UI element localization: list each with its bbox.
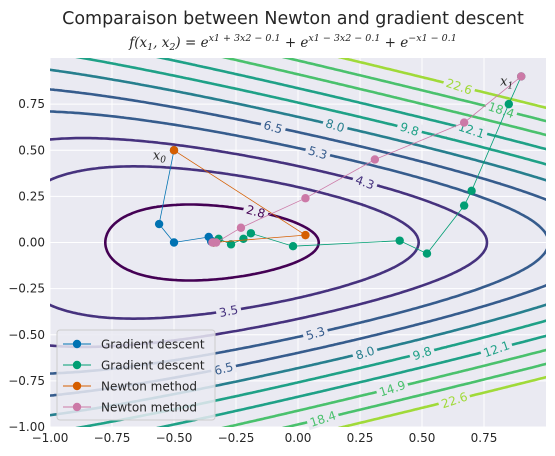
- y-tick-label: 0.00: [18, 236, 45, 250]
- contour-label: 9.8: [411, 344, 434, 363]
- contour-label-bg: [301, 321, 330, 344]
- contour-label-bg: [350, 341, 379, 364]
- x-tick-label: −0.25: [218, 431, 255, 445]
- contour-label: 8.0: [324, 116, 346, 135]
- series-point: [246, 229, 256, 238]
- y-tick-label: −0.75: [8, 374, 45, 388]
- legend-swatch-marker: [72, 360, 82, 370]
- legend: Gradient descent Gradient descent Newton m…: [56, 329, 216, 421]
- y-tick-label: −0.25: [8, 282, 45, 296]
- contour-label-bg: [259, 115, 288, 137]
- contour-label-bg: [214, 300, 243, 321]
- contour-label: 4.3: [353, 173, 376, 193]
- chart-subtitle: f(x1, x2) = ex1 + 3x2 − 0.1 + ex1 − 3x2 …: [128, 33, 457, 53]
- series-point: [459, 118, 469, 127]
- contour-label-bg: [350, 170, 380, 193]
- y-tick-label: −1.00: [8, 420, 45, 434]
- point-annotation: x1: [500, 74, 513, 91]
- contour-label-bg: [321, 113, 350, 136]
- legend-swatch-marker: [72, 402, 82, 412]
- chart-title: Comparaison between Newton and gradient …: [62, 9, 524, 29]
- contour-line: [221, 58, 546, 427]
- series-point: [370, 155, 380, 164]
- contour-line: [50, 165, 420, 320]
- point-annotation: x0: [153, 148, 166, 165]
- y-tick-label: 0.75: [18, 97, 45, 111]
- contour-line: [337, 58, 546, 427]
- x-tick-label: 0.50: [409, 431, 436, 445]
- series-point: [169, 238, 179, 247]
- annotations: x0 x1: [153, 74, 513, 165]
- series-point: [239, 234, 248, 244]
- legend-label: Gradient descent: [101, 359, 205, 373]
- series-point: [422, 249, 432, 258]
- contour-label-bg: [374, 375, 410, 400]
- series-point: [467, 186, 476, 196]
- y-tick-label: 0.25: [18, 189, 45, 203]
- contour-label: 3.5: [218, 303, 239, 320]
- contour-label-bg: [241, 200, 270, 222]
- contour-label: 8.0: [354, 344, 376, 363]
- legend-box: [56, 329, 216, 421]
- y-axis-ticks: 0.75 0.50 0.25 0.00 −0.25 −0.50 −0.75 −1.00: [8, 97, 45, 434]
- contour-label-bg: [436, 387, 472, 412]
- series-point: [236, 223, 246, 232]
- contour-label-bg: [305, 406, 341, 431]
- y-tick-label: −0.50: [8, 328, 45, 342]
- x-tick-label: −1.00: [32, 431, 69, 445]
- legend-swatch-marker: [72, 381, 82, 391]
- contour-label: 5.3: [307, 143, 329, 162]
- series-point: [288, 241, 298, 251]
- series-point: [208, 238, 217, 247]
- contour-label: 9.8: [398, 120, 421, 139]
- series-point: [459, 201, 469, 210]
- series-point: [504, 99, 513, 109]
- y-tick-label: 0.50: [18, 143, 45, 157]
- x-tick-label: 0.25: [347, 431, 374, 445]
- legend-label: Gradient descent: [101, 338, 205, 352]
- x-axis-ticks: −1.00 −0.75 −0.50 −0.25 0.00 0.25 0.50 0.75: [32, 431, 498, 445]
- contour-label: 6.5: [213, 360, 235, 378]
- contour-label-bg: [395, 117, 424, 140]
- x-tick-label: 0.75: [471, 431, 498, 445]
- series-point: [517, 72, 526, 81]
- contour-label: 2.8: [245, 203, 267, 221]
- series-point: [301, 230, 310, 240]
- contour-label-bg: [441, 73, 477, 98]
- contour-label: 6.5: [262, 118, 284, 137]
- x-tick-label: −0.75: [94, 431, 131, 445]
- series-point: [154, 219, 164, 229]
- contour-label-bg: [303, 141, 333, 163]
- x-tick-label: 0.00: [285, 431, 312, 445]
- series-point: [169, 146, 179, 155]
- series-point: [395, 236, 404, 245]
- contour-label-bg: [209, 357, 238, 379]
- legend-label: Newton method: [101, 401, 197, 415]
- contour-label: 5.3: [304, 324, 326, 343]
- x-tick-label: −0.50: [156, 431, 193, 445]
- contour-label-bg: [483, 97, 520, 122]
- legend-swatch-marker: [72, 339, 82, 349]
- series-layer: [154, 72, 526, 258]
- series-point: [226, 240, 236, 249]
- legend-label: Newton method: [101, 380, 197, 394]
- contour-label-bg: [407, 341, 437, 364]
- series-point: [301, 194, 310, 203]
- contour-label-bg: [478, 336, 514, 361]
